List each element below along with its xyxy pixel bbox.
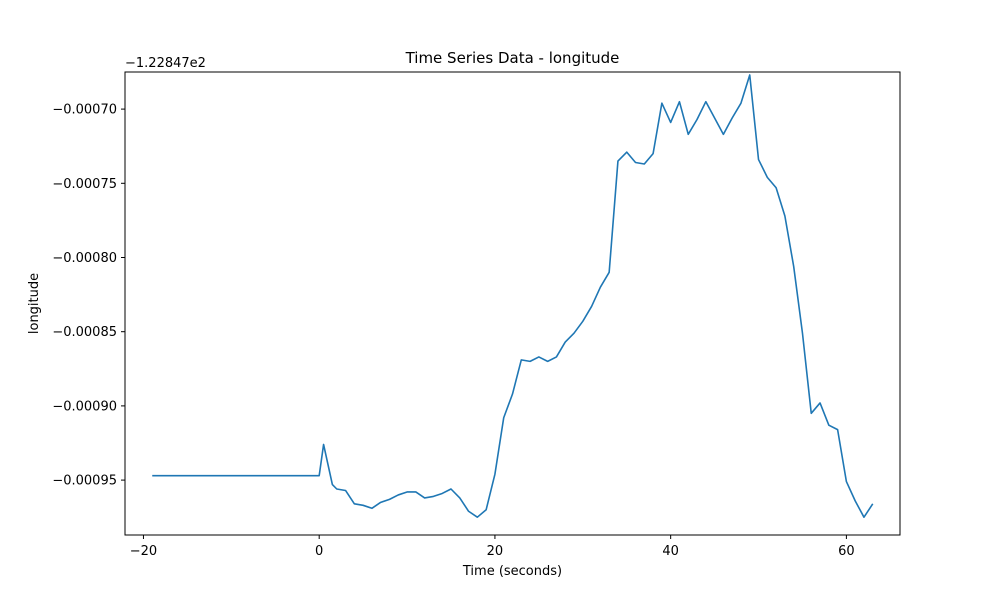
series-line bbox=[152, 74, 874, 518]
x-axis-ticks: −20 0 20 40 60 bbox=[130, 535, 855, 559]
x-axis-label: Time (seconds) bbox=[462, 564, 562, 579]
plot-frame bbox=[124, 71, 901, 536]
y-tick-label: −0.00080 bbox=[52, 251, 117, 266]
y-tick-label: −0.00070 bbox=[52, 103, 117, 118]
y-axis-ticks: −0.00095 −0.00090 −0.00085 −0.00080 −0.00075… bbox=[52, 103, 125, 489]
x-tick-label: 0 bbox=[315, 544, 323, 559]
y-tick-label: −0.00090 bbox=[52, 399, 117, 414]
x-tick-label: 20 bbox=[487, 544, 504, 559]
chart-title: Time Series Data - longitude bbox=[405, 49, 620, 67]
x-tick-label: 40 bbox=[662, 544, 679, 559]
y-offset-label: −1.22847e2 bbox=[125, 56, 206, 71]
x-tick-label: 60 bbox=[838, 544, 855, 559]
y-tick-label: −0.00085 bbox=[52, 325, 117, 340]
y-tick-label: −0.00095 bbox=[52, 474, 117, 489]
y-axis-label: longitude bbox=[27, 273, 42, 334]
x-tick-label: −20 bbox=[130, 544, 157, 559]
y-tick-label: −0.00075 bbox=[52, 177, 117, 192]
